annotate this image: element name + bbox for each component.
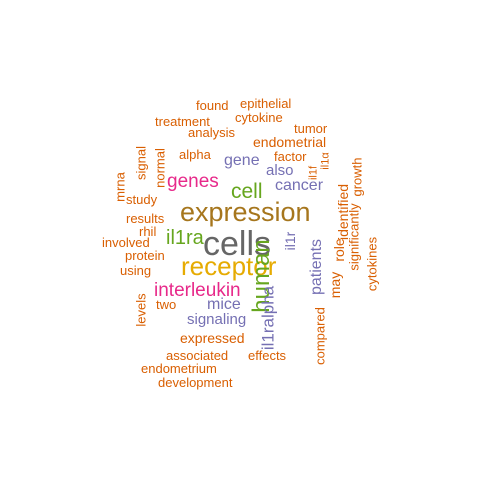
word-epithelial: epithelial [240,96,292,111]
word-expressed: expressed [180,330,245,346]
word-alpha: alpha [179,147,211,162]
word-effects: effects [248,348,287,363]
word-il1ra: il1ra [166,227,204,249]
word-two: two [156,297,177,312]
word-cancer: cancer [275,177,324,194]
word-significantly: significantly [346,203,362,271]
word-cytokine: cytokine [235,110,283,125]
word-levels: levels [133,293,149,327]
word-factor: factor [274,149,307,164]
word-cytokines: cytokines [364,236,380,292]
word-results: results [126,211,165,226]
word-involved: involved [102,235,150,250]
word-mice: mice [207,296,241,313]
word-analysis: analysis [188,125,235,140]
word-tumor: tumor [294,121,328,136]
word-study: study [126,192,158,207]
word-normal: normal [152,148,168,188]
word-interleukin: interleukin [154,280,241,301]
word-associated: associated [166,348,229,363]
word-protein: protein [125,248,165,263]
word-treatment: treatment [155,114,210,129]
word-role: role [331,238,347,262]
word-using: using [120,263,152,278]
word-also: also [266,162,294,179]
word-growth: growth [349,157,365,197]
word-compared: compared [312,307,328,365]
word-il1f: il1f [307,165,320,181]
word-endometrial: endometrial [253,134,327,150]
word-rhil: rhil [139,224,157,239]
word-expression: expression [180,197,311,227]
word-il1r: il1r [282,231,298,251]
word-il1alpha: il1α [319,152,332,170]
word-signal: signal [133,146,149,180]
word-development: development [158,375,233,390]
word-gene: gene [224,152,260,169]
word-endometrium: endometrium [141,361,217,376]
word-il1ralpha: il1ralpha [258,285,278,351]
word-found: found [196,98,229,113]
word-signaling: signaling [187,311,247,328]
word-cell: cell [231,180,263,203]
word-mrna: mrna [112,172,128,202]
word-may: may [327,271,343,299]
word-receptor: receptor [181,251,277,281]
word-patients: patients [308,238,325,296]
word-genes: genes [167,171,219,192]
word-cells: cells [203,225,272,263]
